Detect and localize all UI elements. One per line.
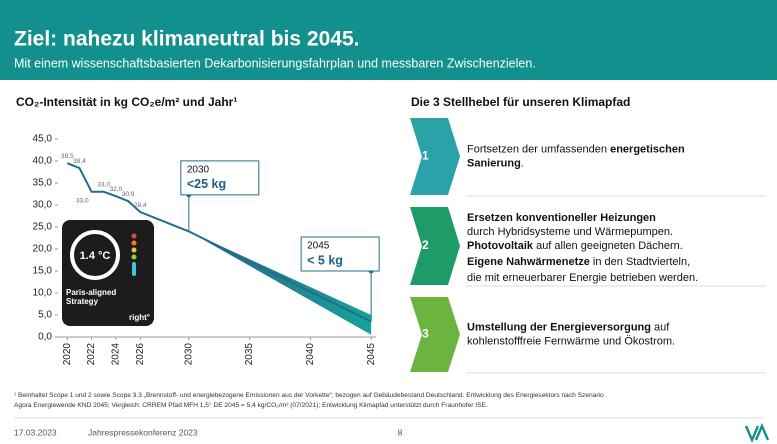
badge-brand: right° xyxy=(129,313,150,322)
levers-title: Die 3 Stellhebel für unseren Klimapfad xyxy=(411,95,630,109)
lever-text: durch Hybridsysteme und Wärmepumpen. xyxy=(467,226,673,238)
annotation-label: 2030 xyxy=(187,165,210,176)
annotation-text: < 5 kg xyxy=(307,253,343,267)
data-label: 30,9 xyxy=(122,191,135,198)
badge-dot xyxy=(131,233,137,239)
lever-line: Ersetzen konventioneller Heizungen xyxy=(467,212,656,224)
logo xyxy=(744,422,770,444)
annotation-label: 2045 xyxy=(307,241,330,252)
x-tick-label: 2022 xyxy=(86,343,97,366)
data-label: 33,0 xyxy=(76,198,89,205)
lever-chevron xyxy=(410,118,460,195)
y-tick-label: 0,0 xyxy=(38,332,52,343)
badge-dot xyxy=(131,254,137,260)
lever-text: Sanierung xyxy=(467,157,521,169)
lever-text: in den Stadtvierteln, xyxy=(590,256,690,268)
footer-event: Jahrespressekonferenz 2023 xyxy=(88,427,198,437)
data-label: 38,4 xyxy=(73,158,86,165)
badge-text-box: Paris-aligned Strategy xyxy=(66,288,117,306)
lever-text: auf allen geeigneten Dächern. xyxy=(533,240,683,252)
data-label: 28,4 xyxy=(134,202,147,209)
y-tick-label: 10,0 xyxy=(33,288,53,299)
lever-text: Photovoltaik xyxy=(467,240,534,252)
y-tick-label: 20,0 xyxy=(33,244,53,255)
data-label: 39,5 xyxy=(61,153,74,160)
lever-text: kohlenstofffreie Fernwärme und Ökostrom. xyxy=(467,335,675,347)
x-tick-label: 2030 xyxy=(183,343,194,366)
badge-dot xyxy=(131,240,137,246)
lever-text: Fortsetzen der umfassenden xyxy=(467,143,610,155)
target-band xyxy=(188,231,372,335)
y-tick-label: 45,0 xyxy=(33,134,53,145)
footer-page: 8 xyxy=(398,427,403,437)
data-label: 33,0 xyxy=(97,182,110,189)
lever-number: 2 xyxy=(422,238,429,252)
badge-ring xyxy=(70,230,120,280)
lever-line: Umstellung der Energieversorgung auf xyxy=(467,321,670,333)
line xyxy=(66,162,372,323)
lever-line: Fortsetzen der umfassenden energetischen xyxy=(467,143,685,155)
x-tick-label: 2040 xyxy=(305,343,316,366)
lever-text: auf xyxy=(651,321,670,333)
y-tick-label: 15,0 xyxy=(33,266,53,277)
footer-date: 17.03.2023 xyxy=(14,427,57,437)
lever-text: energetischen xyxy=(610,143,685,155)
y-tick-label: 30,0 xyxy=(33,200,53,211)
header-bar xyxy=(0,0,777,80)
chart-title: CO₂-Intensität in kg CO₂e/m² und Jahr¹ xyxy=(16,95,237,109)
lever-line: kohlenstofffreie Fernwärme und Ökostrom. xyxy=(467,335,675,347)
footnote-line: Agora Energiewende KND 2045; Vergleich: … xyxy=(14,401,488,409)
subtitle: Mit einem wissenschaftsbasierten Dekarbo… xyxy=(14,56,536,70)
annotation-box xyxy=(180,160,260,196)
lever-text: Eigene Nahwärmenetze xyxy=(467,256,590,268)
lever-line: die mit erneuerbarer Energie betrieben w… xyxy=(467,272,698,284)
badge-text: Paris-aligned Strategy xyxy=(66,288,117,306)
x-tick-label: 2024 xyxy=(111,343,122,366)
badge-temp: 1.4 °C xyxy=(80,250,111,262)
title: Ziel: nahezu klimaneutral bis 2045. xyxy=(14,28,359,51)
y-tick-label: 25,0 xyxy=(33,222,53,233)
annotation-box xyxy=(300,236,380,272)
badge-dot xyxy=(131,247,137,253)
lever-chevron xyxy=(410,297,460,372)
lever-number: 1 xyxy=(422,149,429,163)
badge-bar xyxy=(132,262,136,276)
y-tick-label: 40,0 xyxy=(33,156,53,167)
y-tick-label: 35,0 xyxy=(33,178,53,189)
x-tick-label: 2035 xyxy=(244,343,255,366)
x-tick-label: 2026 xyxy=(135,343,146,366)
lever-line: Photovoltaik auf allen geeigneten Dächer… xyxy=(467,240,683,252)
lever-text: Umstellung der Energieversorgung xyxy=(467,321,651,333)
lever-line: durch Hybridsysteme und Wärmepumpen. xyxy=(467,226,673,238)
lever-line: Eigene Nahwärmenetze in den Stadtviertel… xyxy=(467,256,690,268)
x-tick-label: 2045 xyxy=(366,343,377,366)
y-tick-label: 5,0 xyxy=(38,310,52,321)
lever-text: die mit erneuerbarer Energie betrieben w… xyxy=(467,272,698,284)
badge: 1.4 °C Paris-aligned Strategy right° xyxy=(62,220,154,326)
lever-chevron xyxy=(410,207,460,285)
lever-text: . xyxy=(521,157,524,169)
data-label: 32,0 xyxy=(110,186,123,193)
footnote-line: ¹ Beinhaltet Scope 1 und 2 sowie Scope 3… xyxy=(14,392,604,399)
chart: 0,0 5,0 10,0 15,0 20,0 25,0 30,0 35,0 40,0 45,0 20… xyxy=(33,134,380,366)
lever-line: Sanierung. xyxy=(467,157,524,169)
annotation-text: <25 kg xyxy=(187,177,226,191)
footnote: ¹ Beinhaltet Scope 1 und 2 sowie Scope 3… xyxy=(14,392,604,409)
levers: 1 Fortsetzen der umfassenden energetische… xyxy=(410,118,766,374)
x-tick-label: 2020 xyxy=(62,343,73,366)
lever-number: 3 xyxy=(422,327,429,341)
lever-text: Ersetzen konventioneller Heizungen xyxy=(467,212,656,224)
